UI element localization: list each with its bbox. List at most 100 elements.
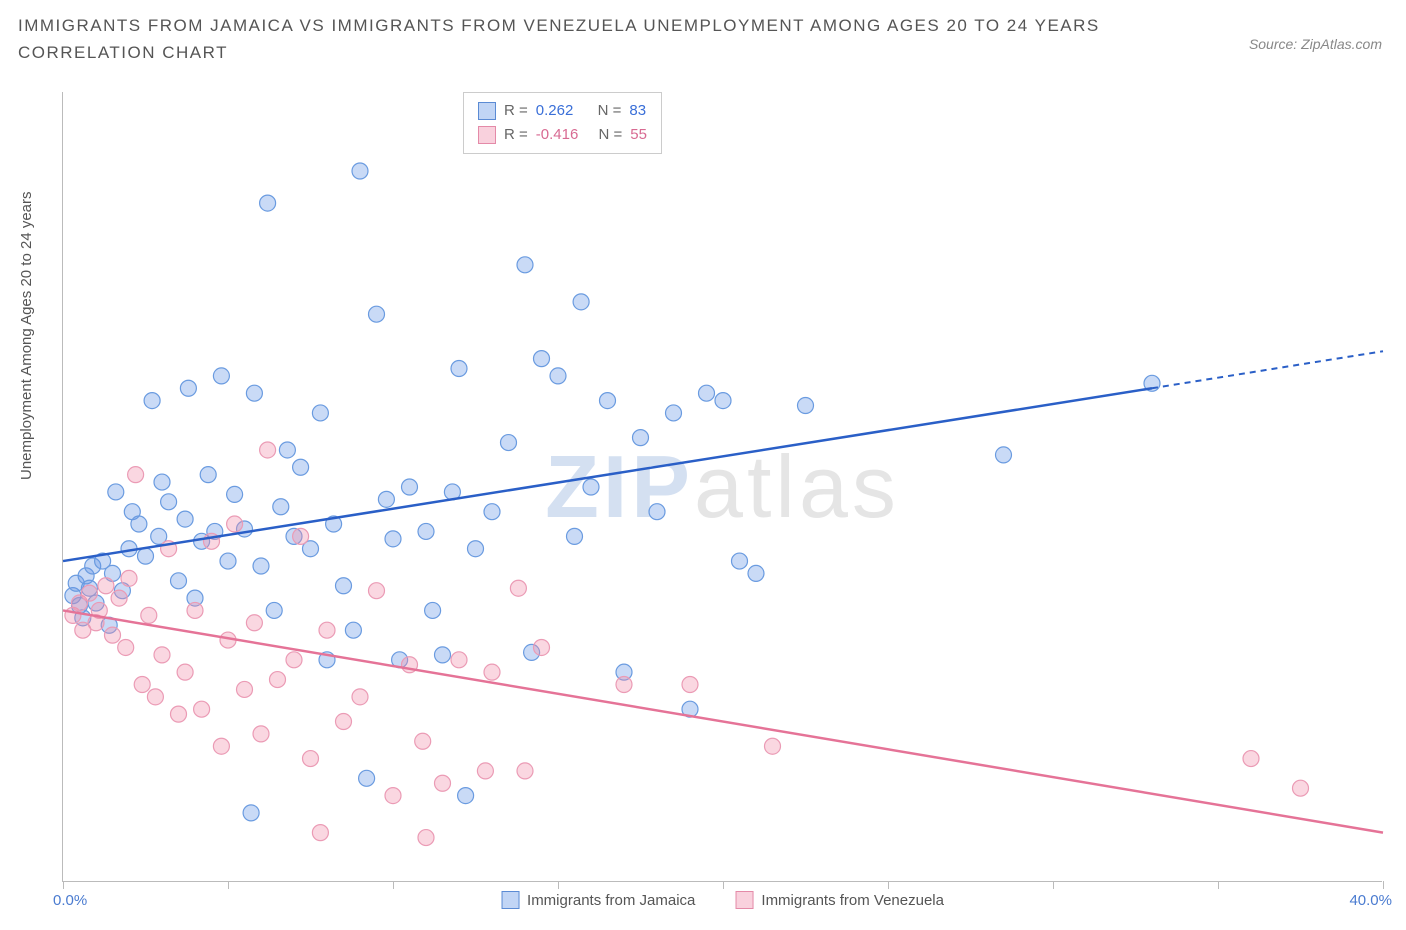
scatter-point [273, 499, 289, 515]
scatter-point [121, 570, 137, 586]
scatter-point [98, 578, 114, 594]
scatter-point [81, 585, 97, 601]
legend-item-jamaica: Immigrants from Jamaica [501, 891, 695, 909]
scatter-point [534, 351, 550, 367]
scatter-point [177, 664, 193, 680]
scatter-point [303, 751, 319, 767]
scatter-point [451, 652, 467, 668]
x-tick-mark [63, 881, 64, 889]
scatter-point [458, 788, 474, 804]
scatter-point [402, 479, 418, 495]
scatter-point [144, 393, 160, 409]
scatter-point [415, 733, 431, 749]
scatter-point [484, 504, 500, 520]
r-label-2: R = [504, 123, 528, 147]
scatter-point [352, 163, 368, 179]
scatter-point [293, 528, 309, 544]
scatter-point [246, 615, 262, 631]
scatter-point [666, 405, 682, 421]
y-tick-label: 15.0% [1389, 502, 1406, 519]
y-tick-label: 7.5% [1389, 687, 1406, 704]
scatter-point [517, 763, 533, 779]
chart-title: IMMIGRANTS FROM JAMAICA VS IMMIGRANTS FR… [18, 12, 1118, 66]
scatter-point [699, 385, 715, 401]
x-tick-mark [1218, 881, 1219, 889]
scatter-point [319, 622, 335, 638]
scatter-point [237, 681, 253, 697]
scatter-point [118, 639, 134, 655]
scatter-point [128, 467, 144, 483]
scatter-point [477, 763, 493, 779]
scatter-point [134, 677, 150, 693]
x-tick-mark [888, 881, 889, 889]
correlation-chart: IMMIGRANTS FROM JAMAICA VS IMMIGRANTS FR… [0, 0, 1406, 930]
x-tick-min: 0.0% [53, 892, 87, 909]
scatter-point [765, 738, 781, 754]
scatter-point [227, 516, 243, 532]
x-tick-max: 40.0% [1349, 892, 1392, 909]
r-value-jamaica: 0.262 [536, 99, 574, 123]
scatter-point [260, 195, 276, 211]
scatter-point [682, 677, 698, 693]
scatter-point [220, 553, 236, 569]
r-label: R = [504, 99, 528, 123]
scatter-point [345, 622, 361, 638]
trend-line-dashed [1152, 351, 1383, 388]
scatter-point [270, 672, 286, 688]
scatter-point [600, 393, 616, 409]
scatter-point [633, 430, 649, 446]
y-tick-label: 30.0% [1389, 131, 1406, 148]
scatter-point [748, 565, 764, 581]
legend-item-venezuela: Immigrants from Venezuela [735, 891, 944, 909]
scatter-point [352, 689, 368, 705]
swatch-pink-icon [478, 126, 496, 144]
scatter-point [154, 647, 170, 663]
scatter-point [369, 583, 385, 599]
scatter-point [213, 738, 229, 754]
scatter-point [312, 405, 328, 421]
scatter-point [534, 639, 550, 655]
scatter-point [187, 602, 203, 618]
scatter-point [649, 504, 665, 520]
x-tick-mark [1053, 881, 1054, 889]
scatter-point [266, 602, 282, 618]
scatter-svg [63, 92, 1382, 881]
scatter-point [200, 467, 216, 483]
source-label: Source: ZipAtlas.com [1249, 36, 1382, 52]
scatter-point [1293, 780, 1309, 796]
scatter-point [131, 516, 147, 532]
scatter-point [108, 484, 124, 500]
scatter-point [260, 442, 276, 458]
n-value-jamaica: 83 [629, 99, 646, 123]
scatter-point [138, 548, 154, 564]
x-tick-mark [393, 881, 394, 889]
x-tick-mark [228, 881, 229, 889]
scatter-point [435, 775, 451, 791]
scatter-point [171, 573, 187, 589]
r-value-venezuela: -0.416 [536, 123, 579, 147]
stats-row-jamaica: R = 0.262 N = 83 [478, 99, 647, 123]
scatter-point [583, 479, 599, 495]
scatter-point [418, 830, 434, 846]
legend-label-jamaica: Immigrants from Jamaica [527, 892, 695, 909]
scatter-point [573, 294, 589, 310]
scatter-point [141, 607, 157, 623]
scatter-point [435, 647, 451, 663]
x-tick-mark [723, 881, 724, 889]
scatter-point [715, 393, 731, 409]
scatter-point [501, 435, 517, 451]
scatter-point [111, 590, 127, 606]
scatter-point [336, 714, 352, 730]
scatter-point [385, 531, 401, 547]
scatter-point [517, 257, 533, 273]
swatch-blue-icon [478, 102, 496, 120]
legend-label-venezuela: Immigrants from Venezuela [761, 892, 944, 909]
legend-swatch-pink-icon [735, 891, 753, 909]
scatter-point [279, 442, 295, 458]
scatter-point [425, 602, 441, 618]
scatter-point [616, 677, 632, 693]
x-tick-mark [1383, 881, 1384, 889]
scatter-point [996, 447, 1012, 463]
scatter-point [246, 385, 262, 401]
trend-line [63, 610, 1383, 832]
